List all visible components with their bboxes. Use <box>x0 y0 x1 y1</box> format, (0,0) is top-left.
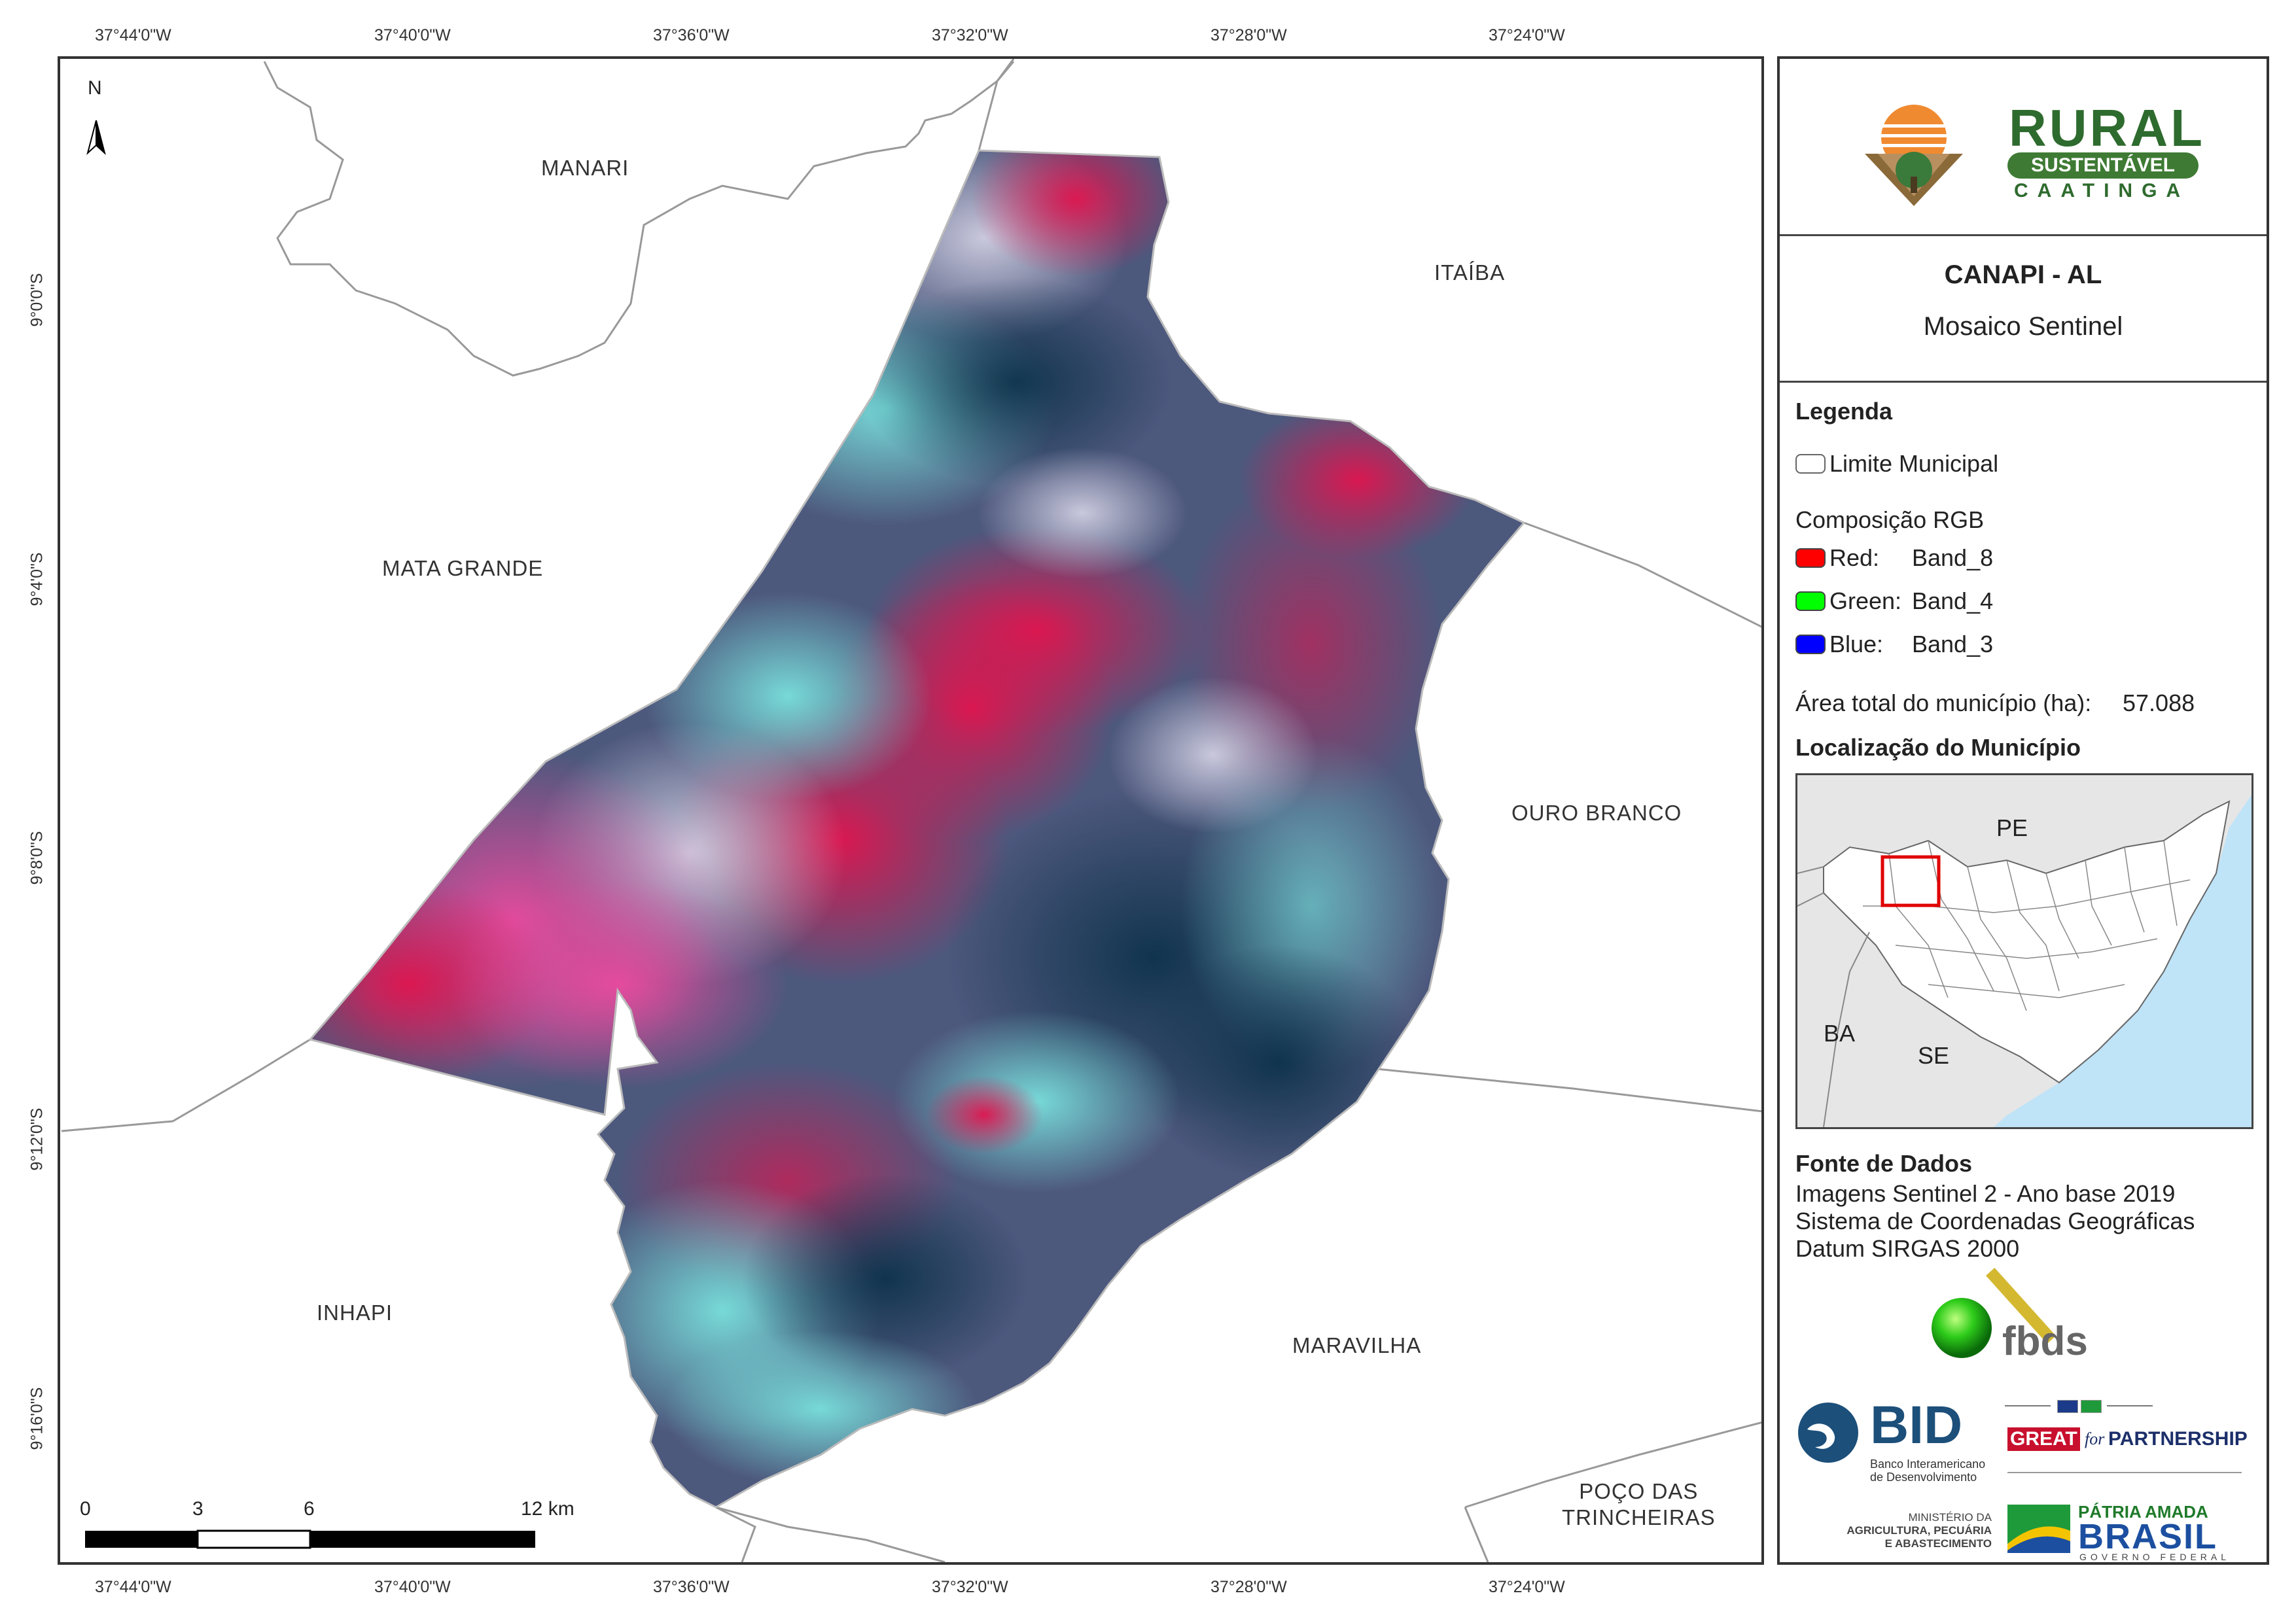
patria-amada: PÁTRIA AMADA <box>2078 1502 2208 1522</box>
place-poco-das-trincheiras: POÇO DAS TRINCHEIRAS <box>1562 1478 1716 1531</box>
coord-top-5: 37°28'0"W <box>1210 26 1287 44</box>
inset-label-se: SE <box>1918 1042 1950 1069</box>
place-manari: MANARI <box>541 156 629 180</box>
scale-label-3: 3 <box>192 1498 203 1520</box>
uk-flag-icon <box>2057 1400 2078 1413</box>
north-arrow-icon <box>86 120 106 156</box>
legend-panel: RURAL SUSTENTÁVEL CAATINGA CANAPI - AL M… <box>1777 56 2269 1565</box>
coord-bottom-2: 37°40'0"W <box>374 1578 451 1596</box>
location-inset-map[interactable]: PE BA SE <box>1795 773 2253 1129</box>
sources-line1: Imagens Sentinel 2 - Ano base 2019 <box>1795 1180 2176 1207</box>
place-mata-grande: MATA GRANDE <box>382 556 544 580</box>
red-band: Band_8 <box>1912 544 1994 571</box>
bid-sub1: Banco Interamericano <box>1870 1457 1986 1471</box>
green-band: Band_4 <box>1912 587 1994 614</box>
blue-label: Blue: <box>1829 631 1884 657</box>
coord-top-1: 37°44'0"W <box>95 26 171 44</box>
bid-logo-icon <box>1795 1400 1861 1465</box>
area-value: 57.088 <box>2123 689 2195 716</box>
coord-left-2: 9°4'0"S <box>27 552 46 606</box>
coord-top-2: 37°40'0"W <box>374 26 451 44</box>
coord-bottom-1: 37°44'0"W <box>95 1578 171 1596</box>
place-itaiba: ITAÍBA <box>1434 260 1506 285</box>
brasil-text: BRASIL <box>2078 1517 2217 1556</box>
coord-bottom-4: 37°32'0"W <box>932 1578 1008 1596</box>
scale-label-12: 12 km <box>521 1498 574 1520</box>
map-canvas[interactable] <box>60 59 1761 1562</box>
scale-bar <box>85 1529 535 1549</box>
great-line-right <box>2107 1405 2153 1406</box>
bid-logo-text: BID <box>1870 1395 1963 1455</box>
brazil-flag-icon <box>2081 1400 2102 1413</box>
scale-label-6: 6 <box>304 1498 315 1520</box>
limit-swatch <box>1795 454 1826 474</box>
municipal-boundaries <box>61 59 1761 1562</box>
coord-bottom-6: 37°24'0"W <box>1489 1578 1565 1596</box>
canapi-boundary <box>308 149 1526 1509</box>
place-inhapi: INHAPI <box>317 1300 393 1325</box>
area-label: Área total do município (ha): <box>1795 689 2092 716</box>
sources-line3: Datum SIRGAS 2000 <box>1795 1235 2020 1262</box>
divider-1 <box>1780 234 2267 236</box>
place-ouro-branco: OURO BRANCO <box>1511 801 1682 825</box>
place-poco-line1: POÇO DAS <box>1579 1479 1699 1503</box>
red-label: Red: <box>1829 544 1880 571</box>
sources-heading: Fonte de Dados <box>1795 1150 1973 1177</box>
coord-left-4: 9°12'0"S <box>27 1108 46 1171</box>
inset-label-ba: BA <box>1824 1020 1856 1047</box>
coord-left-1: 9°0'0"S <box>27 273 46 327</box>
great-line-left <box>2005 1405 2051 1406</box>
inset-label-pe: PE <box>1996 814 2028 841</box>
map-title: CANAPI - AL <box>1944 260 2102 289</box>
coord-left-3: 9°8'0"S <box>27 831 46 885</box>
coord-left-5: 9°16'0"S <box>27 1387 46 1450</box>
coord-top-6: 37°24'0"W <box>1489 26 1565 44</box>
fbds-logo-icon <box>1928 1289 2000 1361</box>
canapi-location-box <box>1881 855 1941 907</box>
logo-rural: RURAL <box>2009 99 2205 157</box>
red-swatch <box>1795 548 1826 568</box>
place-maravilha: MARAVILHA <box>1292 1333 1422 1357</box>
green-swatch <box>1795 591 1826 611</box>
sources-line2: Sistema de Coordenadas Geográficas <box>1795 1208 2195 1234</box>
great-logo: GREAT <box>2007 1427 2080 1451</box>
north-label: N <box>88 77 102 99</box>
satellite-mosaic <box>310 150 1524 1507</box>
great-partnership: PARTNERSHIP <box>2108 1428 2248 1450</box>
great-for: for <box>2085 1429 2105 1448</box>
coord-bottom-3: 37°36'0"W <box>653 1578 730 1596</box>
limit-label: Limite Municipal <box>1829 450 1999 477</box>
governo-federal: GOVERNO FEDERAL <box>2079 1552 2231 1562</box>
ministerio-line1: MINISTÉRIO DA <box>1908 1511 1992 1524</box>
brasil-flag-logo-icon <box>2007 1505 2070 1553</box>
rural-sustentavel-logo-icon <box>1858 98 1969 209</box>
coord-top-4: 37°32'0"W <box>932 26 1008 44</box>
green-label: Green: <box>1829 587 1902 614</box>
location-heading: Localização do Município <box>1795 734 2081 761</box>
bid-sub2: de Desenvolvimento <box>1870 1471 1977 1484</box>
ministerio-line3: E ABASTECIMENTO <box>1884 1537 1992 1550</box>
rgb-heading: Composição RGB <box>1795 506 1985 533</box>
logo-caatinga: CAATINGA <box>2014 180 2190 201</box>
blue-swatch <box>1795 635 1826 654</box>
blue-band: Band_3 <box>1912 631 1994 657</box>
coord-top-3: 37°36'0"W <box>653 26 730 44</box>
scale-label-0: 0 <box>80 1498 91 1520</box>
fbds-logo-text: fbds <box>2002 1319 2088 1364</box>
logo-sustentavel: SUSTENTÁVEL <box>2007 152 2199 179</box>
map-subtitle: Mosaico Sentinel <box>1923 312 2123 341</box>
place-poco-line2: TRINCHEIRAS <box>1562 1505 1716 1529</box>
divider-2 <box>1780 381 2267 383</box>
coord-bottom-5: 37°28'0"W <box>1210 1578 1287 1596</box>
ministerio-line2: AGRICULTURA, PECUÁRIA <box>1846 1524 1992 1537</box>
legend-heading: Legenda <box>1795 398 1893 425</box>
map-frame[interactable]: N MANARI ITAÍBA MATA GRANDE OURO BRANCO … <box>58 56 1764 1565</box>
inset-svg <box>1797 775 2252 1127</box>
great-underline <box>2007 1472 2242 1473</box>
